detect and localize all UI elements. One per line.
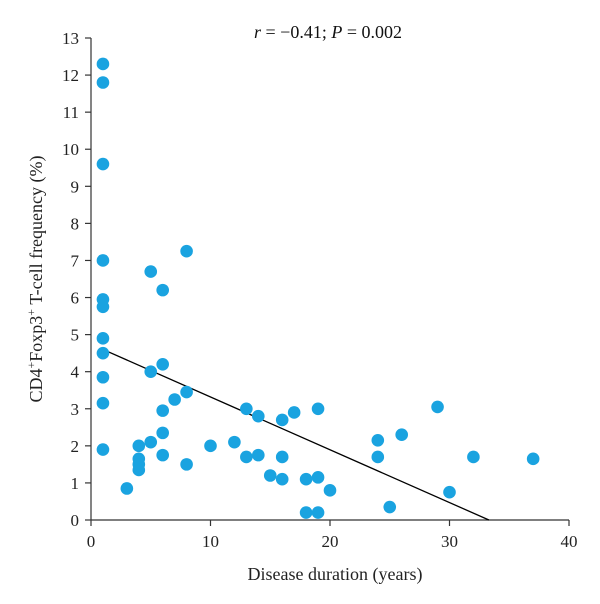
data-point <box>96 396 110 410</box>
y-tick-label: 8 <box>71 214 80 233</box>
data-point <box>467 450 480 464</box>
data-point <box>395 428 409 442</box>
trend-line-group <box>102 348 490 521</box>
y-tick-label: 2 <box>71 437 80 456</box>
data-point <box>311 402 325 416</box>
data-point <box>180 244 193 258</box>
data-point <box>371 433 385 447</box>
data-point <box>323 484 337 497</box>
data-point <box>96 370 110 384</box>
data-point <box>299 472 313 486</box>
x-tick-label: 20 <box>322 532 339 551</box>
x-axis-title: Disease duration (years) <box>248 564 423 585</box>
y-axis-title-sup1: + <box>24 362 38 369</box>
y-tick-label: 3 <box>71 400 80 419</box>
data-point <box>96 346 110 360</box>
data-point <box>144 365 158 378</box>
data-point <box>526 452 540 466</box>
data-point <box>251 409 265 423</box>
data-point <box>132 439 146 453</box>
x-tick-label: 40 <box>561 532 578 551</box>
data-point <box>168 393 181 406</box>
y-axis-title-rest: T-cell frequency (%) <box>26 155 47 308</box>
x-tick-label: 30 <box>441 532 458 551</box>
x-ticks: 0 10 20 30 40 <box>87 520 578 551</box>
data-point <box>156 426 169 440</box>
data-point <box>96 254 110 267</box>
data-point <box>263 469 277 482</box>
data-point <box>96 157 110 171</box>
annotation-p-value: = 0.002 <box>342 22 402 42</box>
x-tick-label: 0 <box>87 532 96 551</box>
annotation-r: r <box>254 22 262 42</box>
data-point <box>287 406 301 419</box>
data-point <box>275 413 289 427</box>
y-tick-label: 12 <box>62 66 79 85</box>
y-tick-label: 13 <box>62 29 79 48</box>
data-point <box>275 450 289 464</box>
data-point <box>371 450 385 464</box>
y-tick-label: 0 <box>71 511 80 530</box>
data-point <box>144 435 158 449</box>
y-axis-title-sup2: + <box>24 309 38 316</box>
data-point <box>96 332 110 345</box>
data-point <box>311 471 325 484</box>
data-point <box>240 402 253 416</box>
data-point <box>228 435 241 449</box>
y-axis-title: CD4+Foxp3+ T-cell frequency (%) <box>24 155 47 402</box>
correlation-annotation: r = −0.41; P = 0.002 <box>254 22 402 42</box>
data-point <box>240 450 253 464</box>
data-point <box>120 482 134 495</box>
data-point <box>144 265 158 278</box>
data-point <box>275 472 289 486</box>
y-tick-label: 6 <box>71 289 80 308</box>
data-point <box>299 506 313 519</box>
data-point <box>96 57 110 71</box>
y-axis-title-foxp3: Foxp3 <box>26 316 46 362</box>
data-point <box>251 448 265 462</box>
data-point <box>180 458 193 471</box>
annotation-p: P <box>330 22 342 42</box>
y-tick-label: 11 <box>63 103 79 122</box>
trend-line <box>102 348 490 521</box>
data-point <box>96 443 110 456</box>
data-point <box>311 506 325 519</box>
y-tick-label: 4 <box>71 363 80 382</box>
data-point <box>431 400 444 414</box>
y-tick-label: 1 <box>71 474 80 493</box>
data-point <box>443 485 456 499</box>
y-axis-title-cd4: CD4 <box>26 369 46 403</box>
data-point <box>204 439 217 453</box>
data-point <box>156 404 169 417</box>
data-point <box>156 357 169 371</box>
data-point <box>96 300 110 314</box>
annotation-r-value: = −0.41; <box>261 22 331 42</box>
data-points <box>96 57 540 519</box>
y-tick-label: 7 <box>71 251 80 270</box>
data-point <box>132 463 146 477</box>
data-point <box>383 500 397 514</box>
y-tick-label: 9 <box>71 177 80 196</box>
data-point <box>156 448 169 462</box>
data-point <box>156 283 169 297</box>
data-point <box>96 76 110 89</box>
axes <box>90 38 569 521</box>
y-tick-label: 5 <box>71 326 80 345</box>
x-tick-label: 10 <box>202 532 219 551</box>
data-point <box>180 385 193 399</box>
y-tick-label: 10 <box>62 140 79 159</box>
